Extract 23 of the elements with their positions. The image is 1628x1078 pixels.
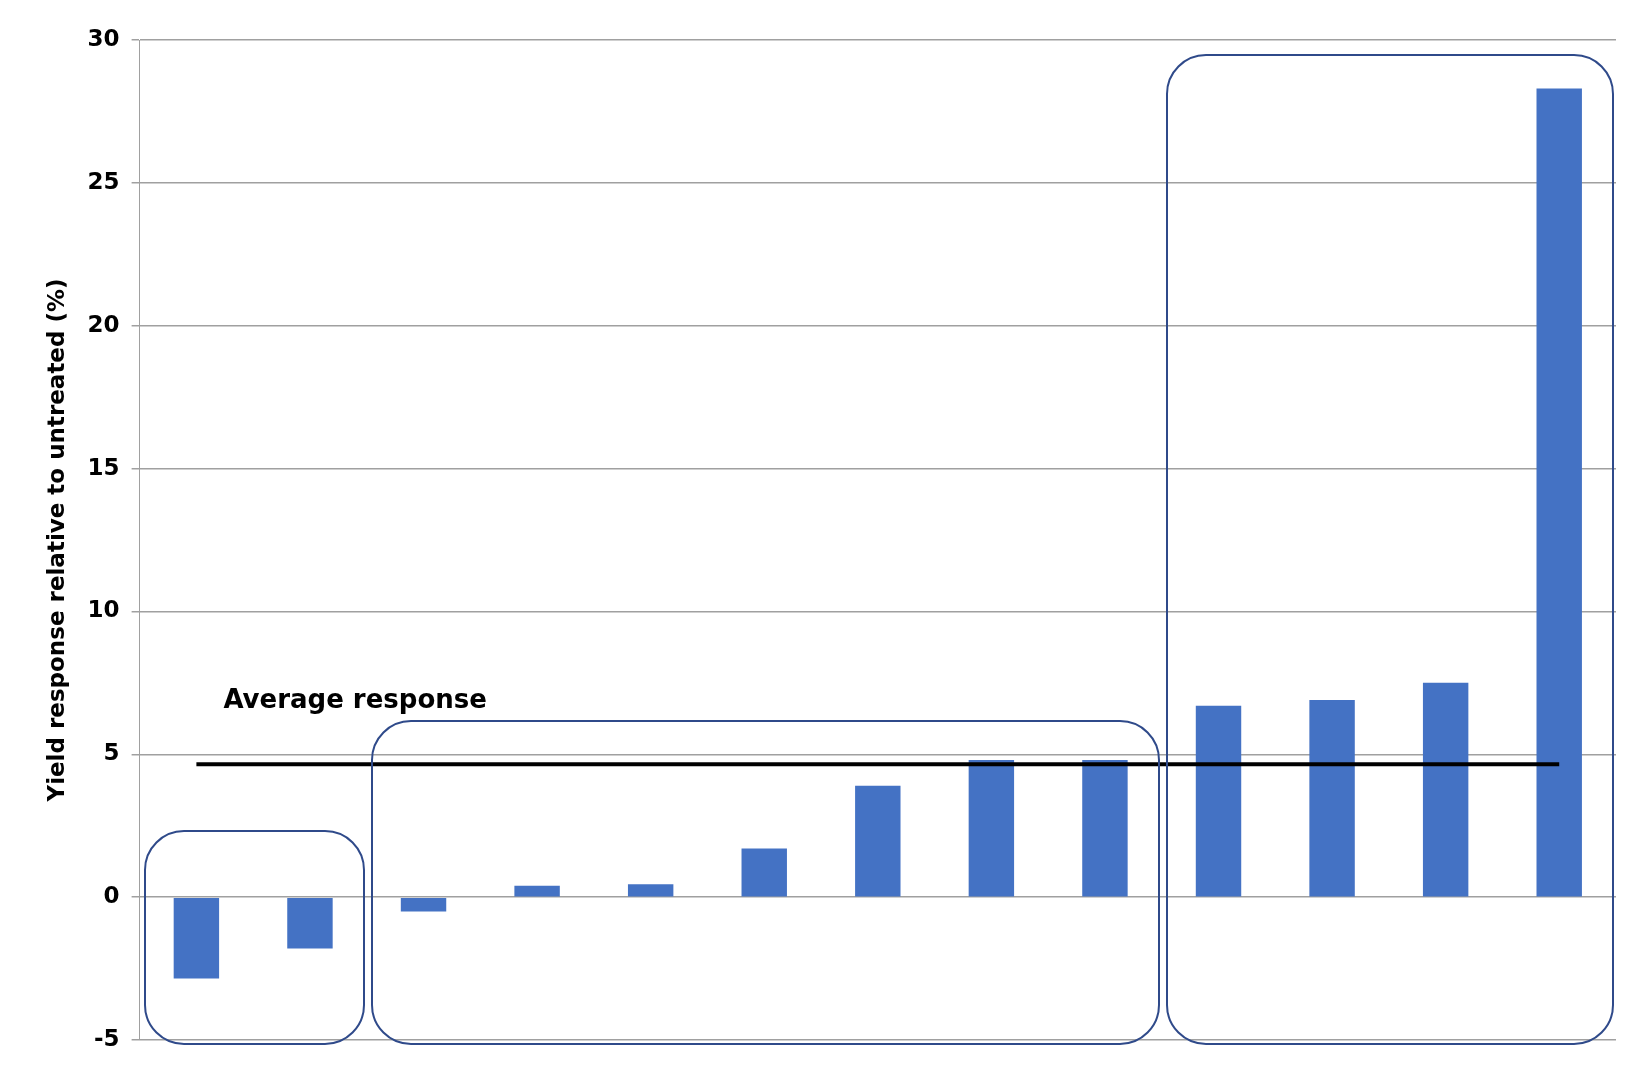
bar <box>741 848 787 897</box>
bar <box>173 897 220 979</box>
bar <box>287 897 333 949</box>
y-tick-label: 30 <box>87 24 120 51</box>
bar <box>1309 700 1355 897</box>
y-tick-label: 20 <box>87 310 120 337</box>
bar <box>1195 705 1242 897</box>
bar <box>855 785 901 897</box>
y-tick-label: 25 <box>87 167 120 194</box>
bar <box>1536 88 1582 897</box>
bar <box>400 897 447 912</box>
bar <box>1422 682 1469 897</box>
bar <box>627 884 674 897</box>
ref-line-label: Average response <box>223 684 487 715</box>
y-axis-title: Yield response relative to untreated (%) <box>42 278 69 803</box>
y-tick-label: -5 <box>94 1024 120 1051</box>
bar <box>514 885 560 897</box>
y-tick-label: 5 <box>103 739 120 766</box>
y-tick-label: 0 <box>103 882 120 909</box>
bar <box>1082 760 1128 897</box>
y-tick-label: 15 <box>87 453 120 480</box>
bar <box>968 760 1015 897</box>
y-tick-label: 10 <box>87 596 120 623</box>
